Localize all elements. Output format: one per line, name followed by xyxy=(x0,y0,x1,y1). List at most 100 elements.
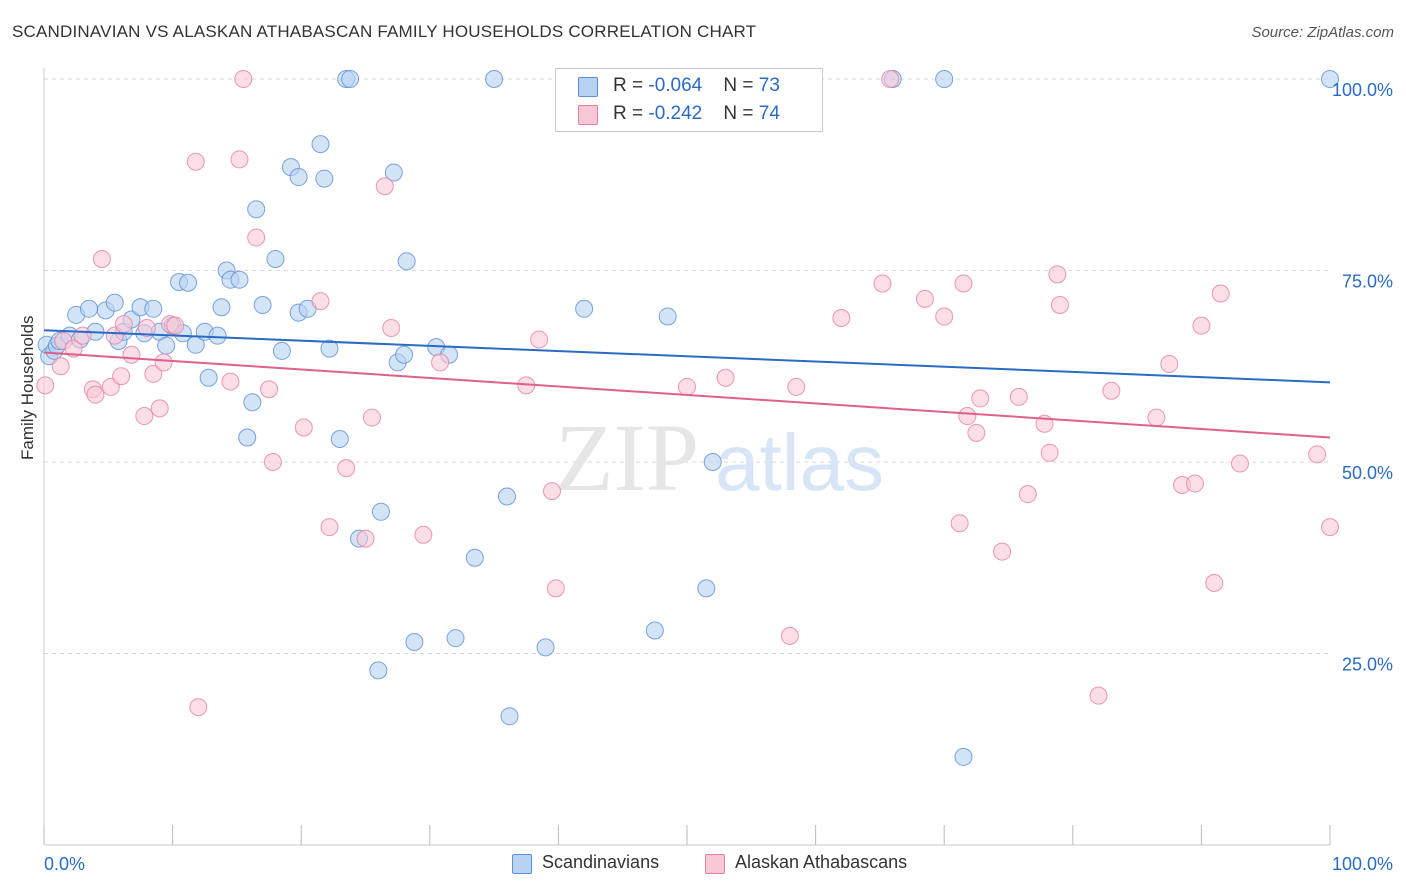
legend-r-label: R = xyxy=(613,75,649,96)
athabascan-point xyxy=(780,626,799,645)
scandinavian-point xyxy=(935,70,954,88)
athabascan-point xyxy=(1102,381,1121,400)
bottom-legend-label: Alaskan Athabascans xyxy=(735,852,908,872)
athabascan-point xyxy=(1009,387,1028,406)
athabascan-point xyxy=(375,177,394,196)
athabascan-point xyxy=(1211,284,1230,303)
athabascan-point xyxy=(135,407,154,426)
scandinavian-point xyxy=(658,307,677,326)
athabascan-point xyxy=(73,326,92,345)
scandinavian-point xyxy=(243,393,262,412)
scandinavian-point xyxy=(320,339,339,358)
athabascan-point xyxy=(362,408,381,427)
athabascan-point xyxy=(530,330,549,349)
athabascan-point xyxy=(337,459,356,478)
scandinavian-point xyxy=(397,252,416,271)
athabascan-point xyxy=(431,353,450,372)
y-tick-label: 100.0% xyxy=(1332,80,1393,100)
legend-n-value: 73 xyxy=(758,75,780,96)
scandinavian-point xyxy=(272,341,291,360)
watermark-atlas: atlas xyxy=(715,418,884,507)
athabascan-point xyxy=(92,250,111,269)
athabascan-point xyxy=(1308,445,1327,464)
scandinavian-point xyxy=(1321,70,1339,88)
athabascan-point xyxy=(678,377,696,396)
athabascan-point xyxy=(1050,295,1069,314)
label-layer: 25.0% 50.0% 75.0% 100.0% 0.0% 100.0% xyxy=(44,80,1393,874)
scandinavian-point xyxy=(500,707,519,726)
scandinavian-point xyxy=(208,326,227,345)
athabascan-point xyxy=(716,368,735,387)
athabascan-trendline xyxy=(43,351,1331,439)
y-tick-label: 75.0% xyxy=(1342,272,1393,292)
scandinavian-trendline xyxy=(43,329,1331,384)
athabascan-point xyxy=(186,152,205,171)
athabascan-point xyxy=(86,385,105,404)
y-axis-label: Family Households xyxy=(18,315,37,460)
legend-swatch-blue xyxy=(578,77,598,97)
athabascan-point xyxy=(1089,686,1108,705)
scandinavian-point xyxy=(703,453,722,471)
chart-title: SCANDINAVIAN VS ALASKAN ATHABASCAN FAMIL… xyxy=(12,22,757,41)
scandinavian-point xyxy=(330,430,349,449)
scandinavian-point xyxy=(315,169,334,188)
scandinavian-point xyxy=(371,502,390,521)
scandinavian-point xyxy=(497,487,516,506)
athabascan-point xyxy=(1147,408,1166,427)
scandinavian-point xyxy=(212,298,231,317)
scandinavian-point xyxy=(395,345,414,364)
athabascan-point xyxy=(542,482,561,501)
athabascan-point xyxy=(1230,454,1249,473)
athabascan-point xyxy=(112,367,131,386)
scandinavian-point xyxy=(575,299,594,318)
athabascan-point xyxy=(1048,265,1067,284)
athabascan-point xyxy=(189,698,208,717)
legend-r-label: R = xyxy=(613,103,649,124)
athabascan-point xyxy=(320,518,339,537)
scandinavian-point xyxy=(80,299,99,318)
scandinavian-point xyxy=(485,70,504,88)
legend-n-label: N = xyxy=(723,103,759,124)
athabascan-point xyxy=(247,228,266,247)
athabascan-point xyxy=(1018,485,1037,504)
athabascan-point xyxy=(1040,443,1059,462)
athabascan-point xyxy=(915,289,934,308)
scandinavian-point xyxy=(157,336,176,355)
athabascan-point xyxy=(154,353,173,372)
watermark-zip: ZIP xyxy=(555,404,699,511)
bottom-legend-swatch-blue xyxy=(512,854,532,874)
scandinavian-point xyxy=(266,250,285,269)
athabascan-point xyxy=(993,542,1012,561)
athabascan-point xyxy=(36,376,55,395)
athabascan-point xyxy=(414,525,433,544)
scandinavian-point xyxy=(238,428,257,447)
scandinavian-point xyxy=(289,168,308,187)
legend-r-value: -0.064 xyxy=(648,75,703,96)
scandinavian-point xyxy=(954,747,973,766)
chart-source: Source: ZipAtlas.com xyxy=(1251,24,1394,41)
scandinavian-point xyxy=(369,661,388,680)
athabascan-point xyxy=(150,399,169,418)
trend-layer xyxy=(43,329,1331,439)
athabascan-point xyxy=(958,407,977,426)
athabascan-point xyxy=(1160,354,1179,373)
athabascan-point xyxy=(260,380,279,399)
athabascan-point xyxy=(64,339,83,358)
legend-r-value: -0.242 xyxy=(648,103,703,124)
scandinavian-point xyxy=(465,548,484,567)
scandinavian-point xyxy=(179,273,198,292)
athabascan-point xyxy=(950,514,969,533)
athabascan-point xyxy=(114,315,133,334)
athabascan-point xyxy=(935,307,954,326)
scandinavian-point xyxy=(536,638,555,657)
legend-n-label: N = xyxy=(723,75,759,96)
scandinavian-point xyxy=(311,135,330,154)
athabascan-point xyxy=(166,316,185,335)
points-layer xyxy=(36,70,1339,766)
scandinavian-point xyxy=(446,629,465,648)
scandinavian-point xyxy=(405,633,424,652)
athabascan-point xyxy=(873,274,892,293)
scandinavian-point xyxy=(253,295,272,314)
athabascan-point xyxy=(382,318,401,337)
athabascan-point xyxy=(263,453,282,471)
